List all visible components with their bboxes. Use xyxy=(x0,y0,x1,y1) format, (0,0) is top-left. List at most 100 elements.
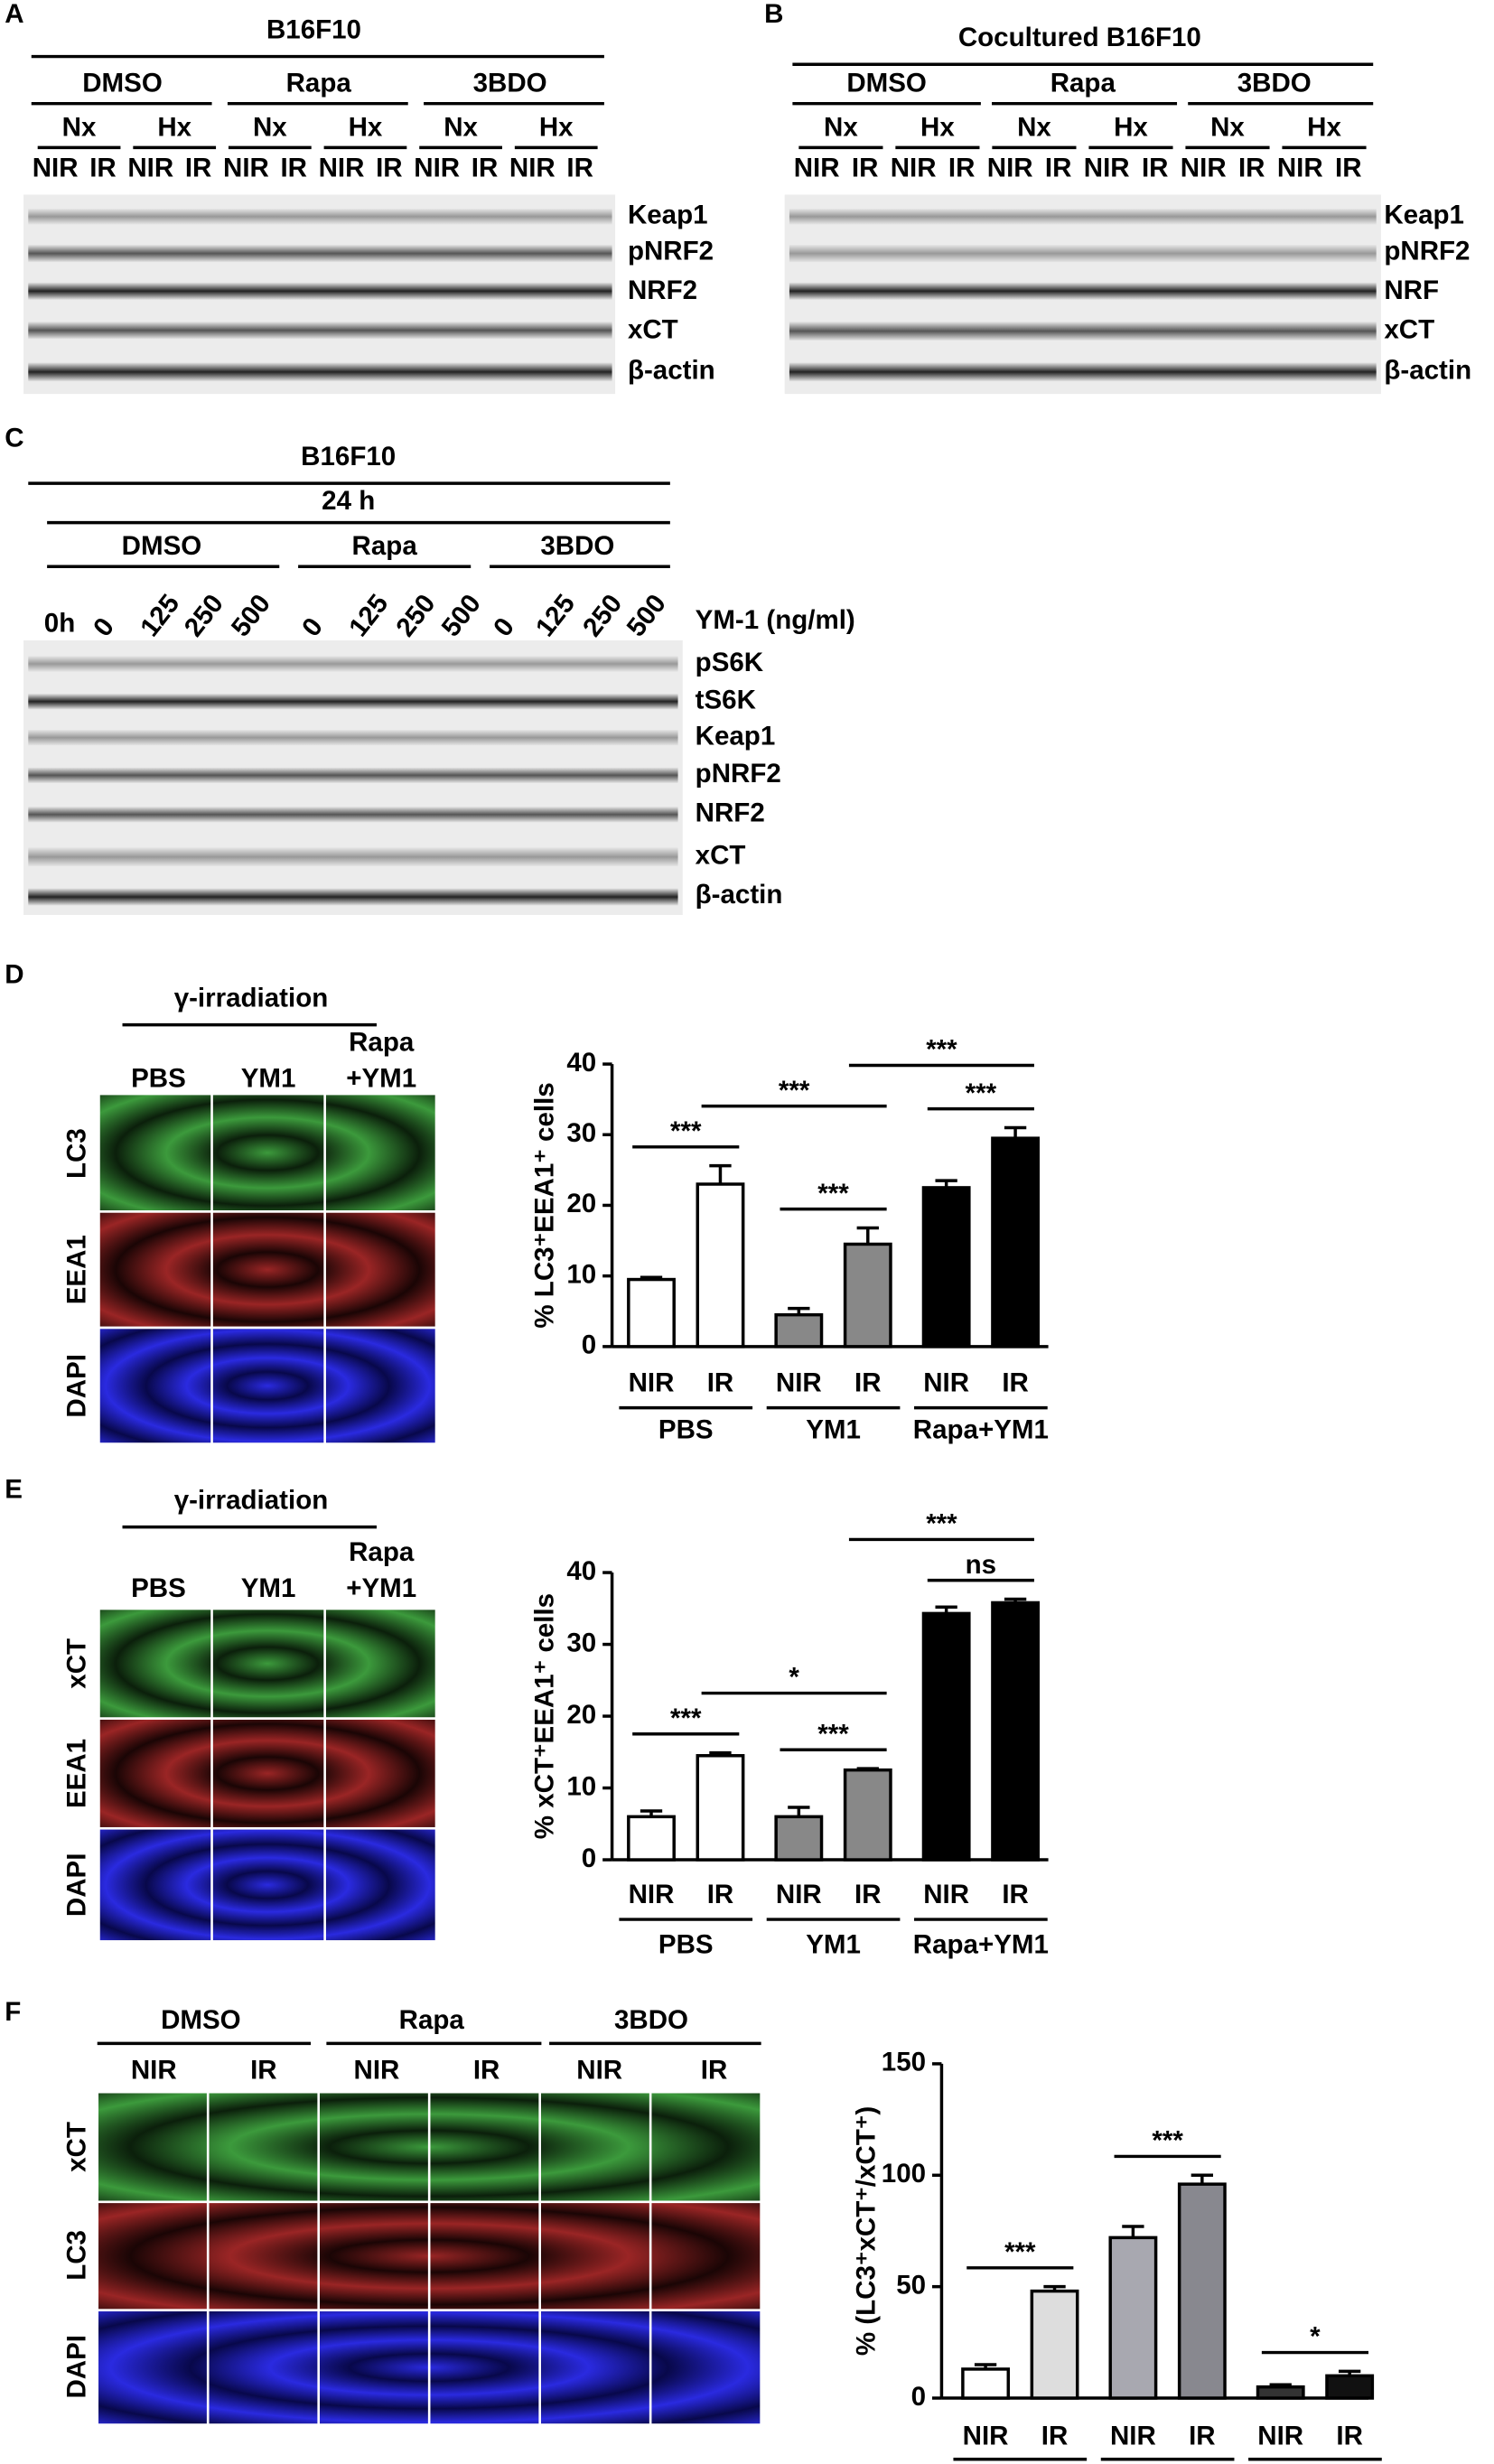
lane-label: 500 xyxy=(436,589,487,642)
band xyxy=(28,694,678,710)
lane-label: 0 xyxy=(488,612,520,642)
treatment-label: 3BDO xyxy=(1237,69,1312,98)
band xyxy=(28,888,678,906)
lane-label: NIR xyxy=(127,153,173,182)
column-label: YM1 xyxy=(241,1063,296,1093)
lane-label: IR xyxy=(185,153,212,182)
band xyxy=(28,362,612,382)
lane-label: IR xyxy=(280,153,307,182)
significance-label: *** xyxy=(670,1116,702,1146)
micrograph xyxy=(98,1210,438,1330)
lane-label: 0h xyxy=(44,608,75,638)
x-tick-label: IR xyxy=(1336,2421,1363,2450)
y-tick-label: 10 xyxy=(566,1259,596,1289)
significance-label: *** xyxy=(817,1179,849,1209)
lane-label: IR xyxy=(376,153,403,182)
micrograph xyxy=(98,1826,438,1943)
y-tick-label: 30 xyxy=(566,1628,596,1657)
lane-label: IR xyxy=(852,153,879,182)
y-tick-label: 20 xyxy=(566,1189,596,1218)
bar xyxy=(627,1815,676,1862)
x-tick-label: NIR xyxy=(1110,2421,1156,2450)
protein-label: β-actin xyxy=(1384,356,1471,386)
treatment-label: Rapa xyxy=(1050,69,1116,98)
protein-label: NRF2 xyxy=(696,798,765,828)
significance-label: *** xyxy=(926,1035,957,1065)
lane-label: IR xyxy=(473,2055,500,2085)
column-label: Rapa xyxy=(349,1027,415,1057)
micrograph xyxy=(98,1326,438,1445)
protein-label: NRF2 xyxy=(628,275,697,305)
significance-label: *** xyxy=(817,1719,849,1749)
micrograph xyxy=(98,1607,438,1720)
treatment-label: DMSO xyxy=(82,69,163,98)
lane-label: 250 xyxy=(577,589,628,642)
band xyxy=(789,362,1377,382)
x-tick-label: NIR xyxy=(629,1367,675,1397)
protein-label: pS6K xyxy=(696,648,764,677)
lane-label: 250 xyxy=(390,589,441,642)
condition-label: Nx xyxy=(824,112,858,142)
y-tick-label: 100 xyxy=(882,2159,926,2189)
y-tick-label: 50 xyxy=(896,2270,926,2300)
significance-label: * xyxy=(789,1663,799,1693)
protein-label: β-actin xyxy=(628,356,715,386)
condition-label: Hx xyxy=(349,112,383,142)
y-tick-label: 150 xyxy=(882,2048,926,2077)
panel-title: B16F10 xyxy=(301,442,396,471)
lane-label: NIR xyxy=(576,2055,622,2085)
group-label: YM1 xyxy=(806,1414,861,1444)
x-tick-label: IR xyxy=(1002,1880,1029,1909)
protein-label: xCT xyxy=(696,841,746,871)
condition-label: Nx xyxy=(253,112,287,142)
stain-label: DAPI xyxy=(62,2335,92,2399)
micrograph xyxy=(98,1092,438,1213)
bar xyxy=(627,1277,676,1349)
column-label: Rapa xyxy=(349,1537,415,1567)
x-tick-label: NIR xyxy=(923,1880,969,1909)
band xyxy=(28,282,612,300)
significance-label: ns xyxy=(966,1550,996,1580)
bar xyxy=(1256,2385,1305,2400)
group-label: PBS xyxy=(658,1929,714,1959)
x-tick-label: IR xyxy=(1041,2421,1069,2450)
band xyxy=(789,209,1377,225)
lane-label: NIR xyxy=(33,153,79,182)
column-label: PBS xyxy=(131,1573,186,1603)
panel-label: D xyxy=(5,960,23,990)
lane-label: 0 xyxy=(88,612,120,642)
band xyxy=(28,209,612,225)
bar xyxy=(1108,2235,1158,2400)
lane-label: IR xyxy=(89,153,117,182)
blot-c xyxy=(23,639,683,916)
group-label: Rapa+YM1 xyxy=(913,1929,1049,1959)
panel-label: F xyxy=(5,1997,21,2027)
x-tick-label: NIR xyxy=(776,1367,822,1397)
bar xyxy=(921,1186,971,1349)
stain-label: LC3 xyxy=(62,2230,92,2281)
time-label: 24 h xyxy=(322,486,375,516)
bar xyxy=(696,1754,745,1862)
y-tick-label: 30 xyxy=(566,1118,596,1148)
protein-label: xCT xyxy=(1384,314,1434,344)
band xyxy=(28,656,678,672)
panel-label: C xyxy=(5,423,23,453)
x-tick-label: NIR xyxy=(1257,2421,1303,2450)
lane-label: NIR xyxy=(414,153,460,182)
lane-label: IR xyxy=(948,153,976,182)
protein-label: pNRF2 xyxy=(628,237,714,266)
bar xyxy=(774,1815,824,1862)
x-tick-label: IR xyxy=(707,1880,734,1909)
x-tick-label: NIR xyxy=(776,1880,822,1909)
panel-title: Cocultured B16F10 xyxy=(958,23,1201,52)
group-label: PBS xyxy=(658,1414,714,1444)
lane-label: NIR xyxy=(1181,153,1227,182)
column-label: YM1 xyxy=(241,1573,296,1603)
stain-label: DAPI xyxy=(62,1853,92,1918)
lane-label: IR xyxy=(1335,153,1362,182)
lane-label: NIR xyxy=(509,153,556,182)
condition-label: Hx xyxy=(920,112,955,142)
significance-label: *** xyxy=(966,1078,997,1108)
micrographs-d xyxy=(98,1092,438,1445)
stain-label: EEA1 xyxy=(62,1235,92,1304)
